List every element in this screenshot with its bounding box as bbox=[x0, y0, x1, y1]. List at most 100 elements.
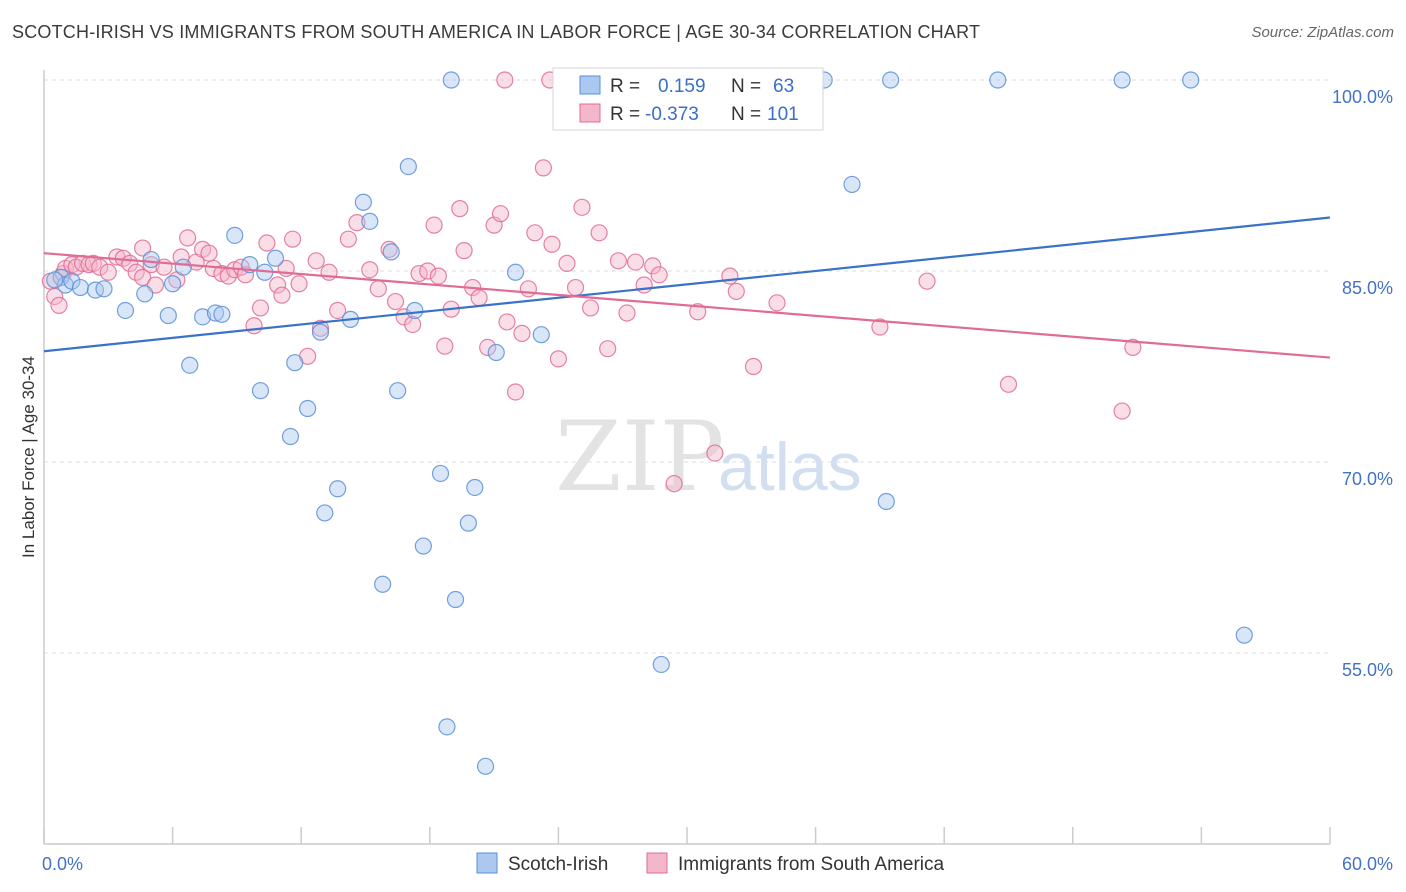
point-immigrants-95 bbox=[999, 375, 1018, 393]
point-scotch-irish-29 bbox=[361, 212, 379, 230]
point-scotch-irish-8 bbox=[142, 250, 160, 269]
point-scotch-irish-2 bbox=[63, 272, 81, 290]
point-scotch-irish-55 bbox=[989, 71, 1007, 89]
point-scotch-irish-23 bbox=[299, 399, 317, 418]
point-scotch-irish-43 bbox=[506, 263, 525, 281]
point-immigrants-63 bbox=[479, 338, 497, 356]
point-immigrants-41 bbox=[307, 252, 325, 270]
point-immigrants-90 bbox=[727, 282, 745, 300]
point-immigrants-32 bbox=[245, 317, 263, 335]
y-axis-label: In Labor Force | Age 30-34 bbox=[19, 356, 38, 558]
x-tick-label-min: 0.0% bbox=[42, 854, 83, 874]
point-immigrants-77 bbox=[581, 299, 600, 317]
series-legend-label-immigrants: Immigrants from South America bbox=[678, 854, 945, 875]
point-scotch-irish-37 bbox=[438, 718, 456, 736]
point-immigrants-45 bbox=[339, 230, 357, 248]
point-immigrants-48 bbox=[369, 280, 387, 298]
point-immigrants-71 bbox=[534, 159, 552, 177]
point-scotch-irish-15 bbox=[213, 305, 231, 323]
point-scotch-irish-21 bbox=[281, 427, 300, 446]
point-immigrants-76 bbox=[573, 198, 591, 216]
point-immigrants-73 bbox=[549, 350, 568, 368]
point-scotch-irish-30 bbox=[374, 575, 392, 593]
point-immigrants-9 bbox=[91, 258, 109, 276]
point-scotch-irish-7 bbox=[136, 285, 154, 303]
trend-line-scotch-irish bbox=[43, 216, 1331, 353]
watermark-zip: ZIP bbox=[555, 401, 724, 513]
point-scotch-irish-10 bbox=[159, 306, 177, 325]
point-scotch-irish-50 bbox=[652, 655, 670, 674]
point-scotch-irish-24 bbox=[311, 323, 330, 341]
point-immigrants-69 bbox=[519, 280, 537, 298]
point-scotch-irish-28 bbox=[354, 193, 372, 211]
point-scotch-irish-25 bbox=[329, 480, 347, 498]
watermark: ZIP atlas bbox=[555, 401, 862, 513]
legend-r-label-1: R = bbox=[610, 76, 640, 97]
point-immigrants-82 bbox=[626, 253, 645, 271]
point-scotch-irish-12 bbox=[181, 356, 199, 374]
point-scotch-irish-11 bbox=[174, 258, 192, 276]
point-immigrants-100 bbox=[50, 296, 68, 314]
point-immigrants-25 bbox=[200, 244, 218, 262]
point-immigrants-46 bbox=[348, 214, 366, 232]
point-immigrants-55 bbox=[425, 216, 443, 234]
point-immigrants-36 bbox=[273, 286, 291, 304]
point-immigrants-88 bbox=[706, 444, 724, 462]
point-immigrants-80 bbox=[609, 252, 628, 270]
point-scotch-irish-41 bbox=[476, 757, 495, 775]
point-immigrants-87 bbox=[689, 303, 707, 321]
point-immigrants-59 bbox=[451, 200, 469, 218]
point-immigrants-16 bbox=[133, 239, 152, 257]
point-immigrants-44 bbox=[329, 301, 347, 320]
point-immigrants-47 bbox=[361, 261, 379, 279]
chart-source: Source: ZipAtlas.com bbox=[1251, 24, 1394, 41]
point-immigrants-33 bbox=[251, 299, 270, 317]
point-immigrants-35 bbox=[269, 276, 287, 294]
point-immigrants-54 bbox=[419, 262, 437, 280]
point-scotch-irish-56 bbox=[1113, 71, 1131, 89]
point-immigrants-67 bbox=[506, 383, 525, 401]
point-immigrants-60 bbox=[455, 242, 473, 260]
point-scotch-irish-32 bbox=[389, 382, 407, 400]
point-immigrants-89 bbox=[721, 267, 739, 285]
chart-title: SCOTCH-IRISH VS IMMIGRANTS FROM SOUTH AM… bbox=[12, 22, 981, 42]
point-immigrants-62 bbox=[470, 289, 488, 307]
point-immigrants-79 bbox=[599, 340, 617, 358]
point-scotch-irish-42 bbox=[487, 343, 505, 362]
point-immigrants-84 bbox=[644, 257, 662, 275]
point-immigrants-83 bbox=[635, 276, 653, 294]
series-legend-swatch-immigrants bbox=[646, 852, 668, 874]
point-immigrants-72 bbox=[543, 235, 561, 253]
point-immigrants-39 bbox=[290, 275, 308, 293]
point-immigrants-85 bbox=[650, 266, 668, 284]
legend-r-value-scotch-irish: 0.159 bbox=[658, 76, 706, 97]
point-scotch-irish-58 bbox=[1235, 626, 1253, 644]
point-immigrants-38 bbox=[284, 230, 302, 248]
point-immigrants-68 bbox=[513, 324, 531, 342]
point-immigrants-52 bbox=[404, 315, 422, 334]
legend-n-value-immigrants: 101 bbox=[767, 104, 799, 125]
point-immigrants-92 bbox=[768, 294, 786, 312]
series-legend-swatch-scotch-irish bbox=[476, 852, 498, 874]
y-tick-label-70: 70.0% bbox=[1342, 469, 1393, 489]
point-immigrants-99 bbox=[496, 71, 514, 89]
point-scotch-irish-33 bbox=[399, 157, 417, 176]
point-scotch-irish-44 bbox=[532, 326, 550, 344]
x-ticks bbox=[43, 827, 1331, 844]
point-scotch-irish-35 bbox=[414, 537, 432, 555]
point-scotch-irish-9 bbox=[164, 275, 182, 293]
point-scotch-irish-6 bbox=[116, 301, 135, 320]
trend-line-immigrants bbox=[43, 252, 1331, 359]
point-immigrants-15 bbox=[133, 268, 152, 286]
point-scotch-irish-31 bbox=[382, 243, 400, 261]
series-legend-label-scotch-irish: Scotch-Irish bbox=[508, 854, 608, 875]
point-scotch-irish-16 bbox=[226, 226, 244, 244]
point-immigrants-56 bbox=[429, 267, 447, 285]
point-scotch-irish-57 bbox=[1182, 71, 1200, 89]
legend-swatch-scotch-irish bbox=[579, 75, 601, 95]
point-immigrants-75 bbox=[566, 278, 585, 297]
point-scotch-irish-53 bbox=[882, 71, 900, 89]
point-scotch-irish-39 bbox=[459, 514, 477, 532]
point-scotch-irish-62 bbox=[46, 271, 64, 289]
